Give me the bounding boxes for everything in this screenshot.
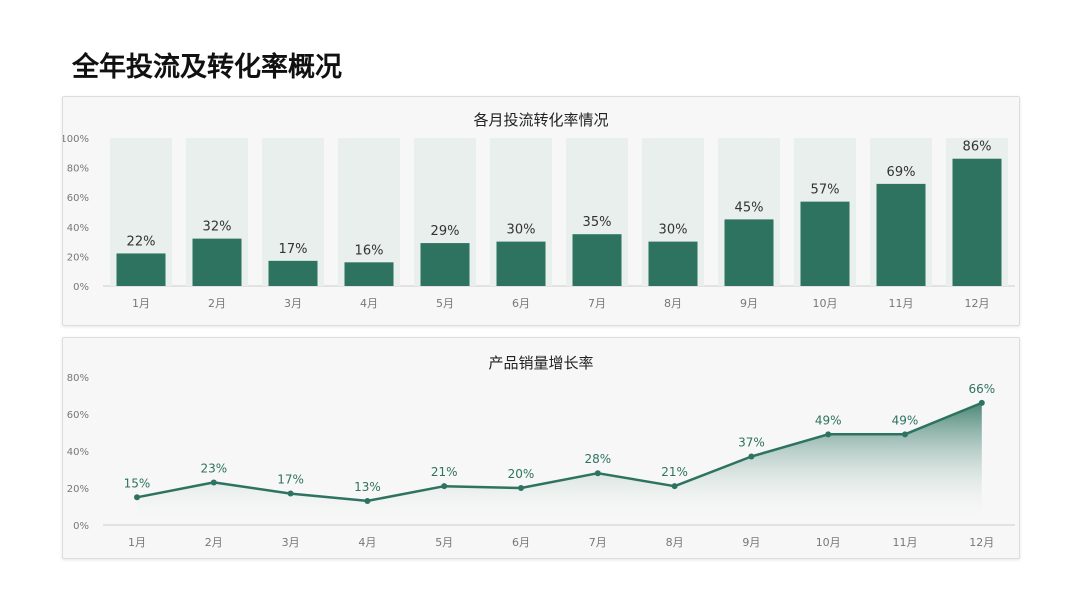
data-point: [364, 497, 371, 504]
x-tick-label: 12月: [965, 297, 990, 310]
data-point: [748, 453, 755, 460]
y-tick-label: 20%: [67, 484, 89, 495]
bar: [876, 183, 926, 286]
bar: [800, 201, 850, 286]
data-point: [518, 485, 524, 491]
data-point: [978, 399, 985, 406]
bar-value-label: 16%: [355, 243, 384, 258]
data-point: [287, 490, 294, 497]
point-value-label: 17%: [277, 473, 304, 487]
x-tick-label: 8月: [664, 297, 682, 310]
point-value-label: 37%: [738, 436, 765, 450]
y-tick-label: 20%: [67, 252, 89, 263]
point-value-label: 15%: [124, 476, 151, 490]
bar-value-label: 57%: [811, 183, 840, 198]
x-tick-label: 3月: [282, 536, 300, 549]
y-tick-label: 0%: [73, 521, 89, 532]
data-point: [210, 479, 217, 486]
bar-value-label: 29%: [431, 224, 460, 239]
x-tick-label: 12月: [969, 536, 994, 549]
bar-value-label: 30%: [659, 223, 688, 238]
bar: [952, 158, 1002, 286]
y-tick-label: 80%: [67, 373, 89, 384]
chart-title: 产品销量增长率: [488, 354, 593, 372]
x-tick-label: 9月: [740, 297, 758, 310]
point-value-label: 13%: [354, 480, 381, 494]
area-fill: [137, 402, 982, 525]
bar: [572, 234, 622, 286]
line-chart: 产品销量增长率 0% 20% 40% 60% 80% 15% 1月 23% 2月 17% 3月 13% 4…: [67, 354, 1015, 549]
x-tick-label: 1月: [128, 536, 146, 549]
point-value-label: 21%: [431, 465, 458, 479]
x-tick-label: 11月: [889, 297, 914, 310]
bar-chart-panel: 各月投流转化率情况 0% 20% 40% 60% 80% 100% 22% 1月 32% 2月 17%…: [62, 96, 1020, 326]
y-tick-label: 80%: [67, 164, 89, 175]
x-tick-label: 7月: [588, 297, 606, 310]
bar: [268, 260, 318, 286]
bar: [420, 243, 470, 286]
x-tick-label: 5月: [435, 536, 453, 549]
x-tick-label: 1月: [132, 297, 150, 310]
point-value-label: 23%: [200, 461, 227, 475]
point-value-label: 49%: [892, 413, 919, 427]
point-value-label: 28%: [584, 452, 611, 466]
x-tick-label: 2月: [208, 297, 226, 310]
data-point: [441, 483, 448, 490]
data-point: [671, 483, 678, 490]
series-line: [136, 401, 983, 503]
x-tick-label: 10月: [813, 297, 838, 310]
x-tick-label: 5月: [436, 297, 454, 310]
x-tick-label: 8月: [666, 536, 684, 549]
y-tick-label: 40%: [67, 447, 89, 458]
bar-value-label: 35%: [583, 215, 612, 230]
bar-chart: 各月投流转化率情况 0% 20% 40% 60% 80% 100% 22% 1月 32% 2月 17%…: [63, 111, 1015, 310]
chart-title: 各月投流转化率情况: [473, 111, 608, 129]
y-tick-label: 60%: [67, 410, 89, 421]
page-title: 全年投流及转化率概况: [72, 52, 342, 83]
bar: [192, 238, 242, 286]
x-tick-label: 10月: [816, 536, 841, 549]
line-chart-panel: 产品销量增长率 0% 20% 40% 60% 80% 15% 1月 23% 2月 17% 3月 13% 4…: [62, 337, 1020, 559]
x-tick-label: 11月: [893, 536, 918, 549]
bar-value-label: 86%: [963, 140, 992, 155]
x-tick-label: 2月: [205, 536, 223, 549]
point-value-label: 21%: [661, 465, 688, 479]
bar-value-label: 45%: [735, 200, 764, 215]
y-tick-label: 40%: [67, 223, 89, 234]
bar-background: [338, 138, 400, 286]
bar-value-label: 22%: [127, 234, 156, 249]
bar: [724, 219, 774, 286]
data-point: [134, 494, 140, 501]
bar-value-label: 30%: [507, 223, 536, 238]
y-tick-label: 60%: [67, 193, 89, 204]
x-tick-label: 6月: [512, 536, 530, 549]
data-point: [825, 431, 832, 438]
data-point: [594, 470, 601, 477]
bar: [116, 253, 166, 286]
bar-value-label: 32%: [203, 220, 232, 235]
x-tick-label: 4月: [358, 536, 376, 549]
x-tick-label: 4月: [360, 297, 378, 310]
x-tick-label: 6月: [512, 297, 530, 310]
bar: [344, 262, 394, 286]
bar-value-label: 69%: [887, 165, 916, 180]
x-tick-label: 9月: [742, 536, 760, 549]
point-value-label: 20%: [508, 467, 535, 481]
point-value-label: 49%: [815, 413, 842, 427]
y-tick-label: 100%: [63, 134, 89, 145]
bar-value-label: 17%: [279, 242, 308, 257]
bar: [648, 241, 698, 286]
point-value-label: 66%: [968, 382, 995, 396]
bar: [496, 241, 546, 286]
x-tick-label: 3月: [284, 297, 302, 310]
y-tick-label: 0%: [73, 282, 89, 293]
data-point: [902, 431, 908, 438]
x-tick-label: 7月: [589, 536, 607, 549]
